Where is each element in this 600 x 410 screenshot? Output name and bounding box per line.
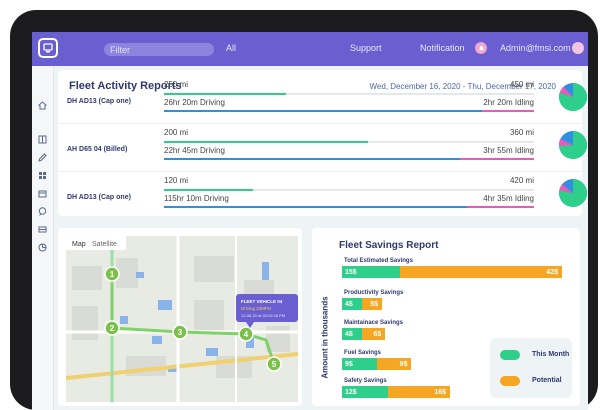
fleet-savings-panel: Fleet Savings Report Amount in thousands… xyxy=(312,228,580,406)
vehicle-label[interactable]: DH AD13 (Cap one) xyxy=(67,98,131,105)
idling-time: 2hr 20m Idling xyxy=(483,98,534,107)
savings-y-axis-label: Amount in thousands xyxy=(320,296,330,379)
bell-icon[interactable] xyxy=(475,42,487,54)
driving-time: 22hr 45m Driving xyxy=(164,146,225,155)
savings-bar-potential[interactable]: 5$ xyxy=(362,298,382,310)
pie-slice-idling xyxy=(559,139,573,146)
distance-value: 200 mi xyxy=(164,128,189,137)
route-stop-5[interactable]: 5 xyxy=(266,356,282,372)
pie-slice-driving xyxy=(559,179,588,207)
vehicle-label[interactable]: DH AD13 (Cap one) xyxy=(67,194,131,201)
pie-slice-idling xyxy=(559,184,573,193)
route-stop-2[interactable]: 2 xyxy=(104,320,120,336)
savings-bar-this-month[interactable]: 4$ xyxy=(342,298,362,310)
distance-total: 420 mi xyxy=(509,176,534,185)
activity-row[interactable]: DH AD13 (Cap one) 250 mi 450 mi 26hr 20m Dr… xyxy=(58,76,588,124)
activity-pie-chart xyxy=(559,179,588,207)
document-icon[interactable] xyxy=(37,132,48,144)
svg-text:4: 4 xyxy=(244,330,249,339)
activity-title: Fleet Activity Reports xyxy=(69,80,182,92)
route-stop-4[interactable]: 4 xyxy=(238,326,254,342)
route-stop-1[interactable]: 1 xyxy=(104,266,120,282)
app-screen: All Support Notification Admin@fmsi.com … xyxy=(32,32,588,410)
savings-bar-this-month[interactable]: 15$ xyxy=(342,266,400,278)
legend-this-month-label: This Month xyxy=(532,351,570,358)
distance-total: 360 mi xyxy=(509,128,534,137)
svg-text:2: 2 xyxy=(110,324,115,333)
activity-pie-chart xyxy=(559,83,588,111)
savings-bar-this-month[interactable]: 12$ xyxy=(342,386,389,398)
pie-slice-driving xyxy=(559,131,588,159)
activity-row[interactable]: DH AD13 (Cap one) 120 mi 420 mi 115hr 10m D… xyxy=(58,172,588,220)
filter-all-link[interactable]: All xyxy=(226,43,237,53)
savings-label: Safety Savings xyxy=(344,378,387,384)
map-tab-satellite[interactable]: Satellite xyxy=(92,241,117,248)
distance-total: 450 mi xyxy=(509,80,534,89)
svg-text:1: 1 xyxy=(110,270,115,279)
activity-pie-chart xyxy=(559,131,588,159)
savings-bar-potential[interactable]: 42$ xyxy=(399,266,562,278)
time-progress-bar xyxy=(164,206,534,208)
avatar[interactable] xyxy=(572,42,584,54)
app-logo-icon[interactable] xyxy=(38,38,58,58)
calendar-icon[interactable] xyxy=(37,186,48,198)
row-divider xyxy=(58,171,582,172)
chat-icon[interactable] xyxy=(37,204,48,216)
row-divider xyxy=(58,123,582,124)
driving-time: 26hr 20m Driving xyxy=(164,98,225,107)
inbox-icon[interactable] xyxy=(37,222,48,233)
savings-label: Fuel Savings xyxy=(344,350,382,356)
svg-text:5: 5 xyxy=(272,360,277,369)
map-panel: Map Satellite 1 2 3 4 5 FLEET VEHICLE 04… xyxy=(58,228,302,406)
activity-row[interactable]: AH D65 04 (Billed) 200 mi 360 mi 22hr 45m D… xyxy=(58,124,588,172)
legend-potential-swatch xyxy=(500,376,520,386)
vehicle-time: 12-08-20 at 02:25:16 PM xyxy=(241,313,285,318)
legend-potential-label: Potential xyxy=(532,377,562,384)
edit-icon[interactable] xyxy=(37,150,48,162)
savings-bar-this-month[interactable]: 9$ xyxy=(342,358,377,370)
vehicle-tooltip[interactable]: FLEET VEHICLE 04 Driving 23MPH 12-08-20 … xyxy=(236,294,298,328)
pie-chart-icon[interactable] xyxy=(37,240,48,252)
filter-input[interactable] xyxy=(104,43,214,56)
time-progress-bar xyxy=(164,110,534,112)
distance-progress-bar xyxy=(164,93,534,95)
distance-progress-bar xyxy=(164,189,534,191)
distance-value: 250 mi xyxy=(164,80,189,89)
fleet-activity-panel: Fleet Activity Reports Wed, December 16,… xyxy=(58,70,588,216)
idling-time: 4hr 35m Idling xyxy=(483,194,534,203)
savings-label: Total Estimated Savings xyxy=(344,258,413,264)
grid-icon[interactable] xyxy=(37,168,48,179)
activity-date-range[interactable]: Wed, December 16, 2020 - Thu, December 1… xyxy=(369,82,556,91)
savings-title: Fleet Savings Report xyxy=(339,240,439,251)
driving-time: 115hr 10m Driving xyxy=(164,194,229,203)
vehicle-speed: Driving 23MPH xyxy=(241,306,271,311)
tablet-frame: All Support Notification Admin@fmsi.com … xyxy=(10,10,598,410)
pie-slice-driving xyxy=(559,83,588,111)
route-stop-3[interactable]: 3 xyxy=(172,324,188,340)
notification-link[interactable]: Notification xyxy=(420,43,465,53)
time-progress-bar xyxy=(164,158,534,160)
savings-bar-potential[interactable]: 16$ xyxy=(388,386,451,398)
vehicle-name: FLEET VEHICLE 04 xyxy=(241,299,283,304)
map-tab-map[interactable]: Map xyxy=(72,241,86,248)
route-map[interactable]: Map Satellite 1 2 3 4 5 FLEET VEHICLE 04… xyxy=(66,236,298,402)
admin-account-link[interactable]: Admin@fmsi.com xyxy=(500,43,571,53)
savings-legend: This Month Potential xyxy=(490,338,572,398)
legend-this-month-swatch xyxy=(500,350,520,360)
sidebar: R xyxy=(32,66,54,410)
home-icon[interactable] xyxy=(37,98,48,110)
savings-label: Maintainace Savings xyxy=(344,320,404,326)
support-link[interactable]: Support xyxy=(350,43,382,53)
savings-bar-this-month[interactable]: 4$ xyxy=(342,328,362,340)
pie-slice-idling xyxy=(559,86,573,97)
svg-text:3: 3 xyxy=(178,328,183,337)
distance-progress-bar xyxy=(164,141,534,143)
savings-bar-potential[interactable]: 6$ xyxy=(362,328,386,340)
distance-value: 120 mi xyxy=(164,176,189,185)
savings-bar-potential[interactable]: 9$ xyxy=(376,358,412,370)
vehicle-label[interactable]: AH D65 04 (Billed) xyxy=(67,146,128,153)
idling-time: 3hr 55m Idling xyxy=(483,146,534,155)
top-navigation-bar: All Support Notification Admin@fmsi.com xyxy=(32,32,588,66)
savings-label: Productivity Savings xyxy=(344,290,404,296)
